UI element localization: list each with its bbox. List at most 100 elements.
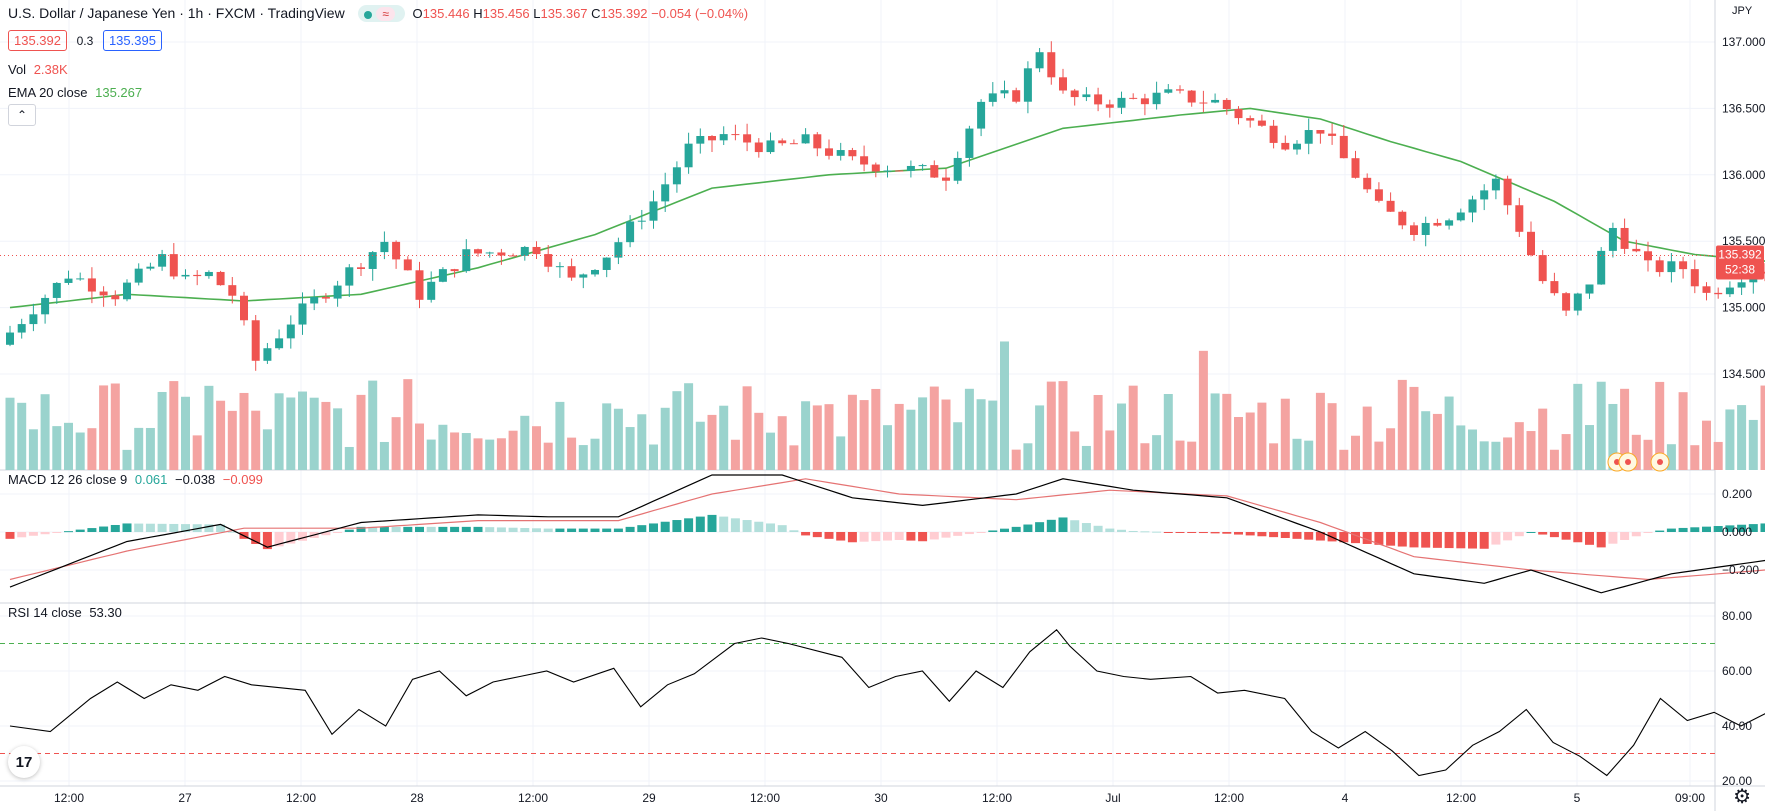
candle-body [1351,158,1360,178]
currency-label: JPY [1732,5,1753,17]
volume-bar [941,399,951,470]
macd-hist-bar [777,525,787,532]
volume-bar [1713,441,1723,470]
volume-bar [333,408,343,470]
macd-hist-bar [110,524,120,532]
candle-body [1140,98,1149,105]
volume-bar [473,438,483,470]
macd-hist-bar [543,528,553,532]
macd-hist-bar [730,518,740,532]
volume-bar [976,399,986,470]
volume-bar [707,414,717,470]
macd-hist-bar [1538,532,1548,535]
close-value: 135.392 [600,6,648,21]
macd-hist-bar [742,520,752,532]
volume-bar [450,432,460,470]
volume-bar [555,401,565,470]
symbol-title[interactable]: U.S. Dollar / Japanese Yen · 1h · FXCM ·… [8,5,345,21]
volume-bar [1081,445,1091,470]
price-tick-label: 137.000 [1722,35,1765,49]
open-label: O [412,6,423,21]
candle-body [216,271,225,286]
volume-bar [1549,449,1559,470]
macd-hist-bar [672,520,682,532]
candle-body [1515,205,1524,232]
candle-body [532,246,541,255]
candle-body [649,201,658,221]
candle-body [965,128,974,158]
volume-bar [929,386,939,470]
volume-bar [1070,431,1080,470]
macd-hist-bar [1678,527,1688,532]
macd-hist-bar [660,521,670,532]
candle-body [1421,222,1430,235]
ask-button[interactable]: 135.395 [102,30,162,51]
low-label: L [533,6,541,21]
macd-hist-bar [1023,524,1033,532]
volume-bar [812,405,822,470]
candle-body [263,348,272,361]
macd-hist-bar [438,526,448,532]
event-marker-dot [1657,459,1663,465]
grid-lines [0,0,1715,786]
macd-histogram [5,514,1765,550]
gear-icon[interactable]: ⚙ [1733,786,1751,808]
volume-bar [1678,392,1688,470]
volume-bar [1222,393,1232,470]
candle-body [438,269,447,282]
volume-bar [918,397,928,470]
macd-hist-bar [1514,532,1524,537]
volume-legend[interactable]: Vol 2.38K [8,62,68,77]
macd-hist-bar [1163,532,1173,533]
macd-hist-bar [929,532,939,540]
approx-badge: ≈ [376,7,395,21]
ema-legend[interactable]: EMA 20 close 135.267 [8,85,142,100]
time-tick-label: 12:00 [1446,791,1476,805]
candle-body [672,167,681,185]
rsi-legend[interactable]: RSI 14 close 53.30 [8,605,122,620]
volume-bar [1526,431,1536,470]
volume-bar [1538,408,1548,470]
volume-bar [28,429,38,470]
macd-hist-bar [766,523,775,532]
macd-hist-bar [1491,532,1501,545]
macd-hist-bar [274,532,284,547]
volume-bar [496,438,506,470]
macd-hist-bar [17,532,27,538]
bid-button[interactable]: 135.392 [8,30,67,51]
macd-hist-bar [333,532,343,533]
volume-bar [415,423,424,470]
candle-body [1456,212,1465,221]
candle-body [87,278,96,292]
market-status-badge[interactable]: ≈ [358,5,405,22]
candle-body [626,221,635,243]
volume-bar [1245,412,1255,470]
volume-bar [1421,411,1431,470]
candle-body [1491,178,1500,191]
volume-bar [1351,435,1360,470]
candle-body [392,241,401,260]
macd-legend[interactable]: MACD 12 26 close 9 0.061 −0.038 −0.099 [8,472,263,487]
price-tick-label: 136.500 [1722,101,1765,115]
candle-body [368,252,377,269]
volume-bar [801,401,811,470]
volume-bar [216,400,226,470]
macd-hist-bar [1432,532,1442,548]
candle-body [1211,99,1220,103]
macd-hist-bar [1666,528,1676,532]
candle-body [1527,231,1535,256]
tradingview-logo[interactable]: 17 [8,746,40,778]
macd-hist-bar [941,532,951,538]
collapse-legend-button[interactable]: ⌃ [8,104,36,126]
macd-hist-bar [1257,532,1267,537]
candle-body [637,220,646,222]
rsi-tick-label: 40.00 [1722,719,1752,733]
bid-ask-row: 135.392 0.3 135.395 [8,30,162,51]
macd-hist-bar [1585,532,1594,545]
rsi-value: 53.30 [89,605,122,620]
macd-hist-bar [1152,531,1162,533]
candle-body [1269,125,1278,143]
macd-hist-bar [1128,530,1138,532]
candle-body [766,140,775,153]
